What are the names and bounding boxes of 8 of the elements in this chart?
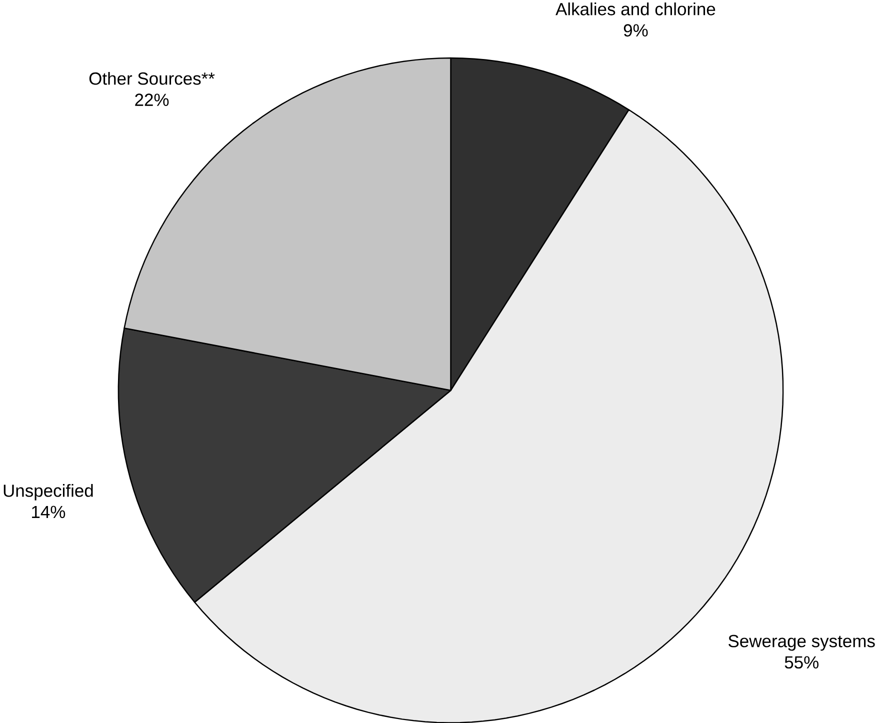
slice-label: Alkalies and chlorine xyxy=(556,2,716,16)
slice-label: Sewerage systems xyxy=(728,634,875,651)
data-label: 14% xyxy=(32,506,66,518)
data-label: 9% xyxy=(624,24,648,36)
slice-label: Other Sources** xyxy=(89,72,215,85)
slice-label: Unspecified xyxy=(4,484,93,500)
data-label: 55% xyxy=(784,656,818,668)
data-label: 22% xyxy=(135,93,169,106)
